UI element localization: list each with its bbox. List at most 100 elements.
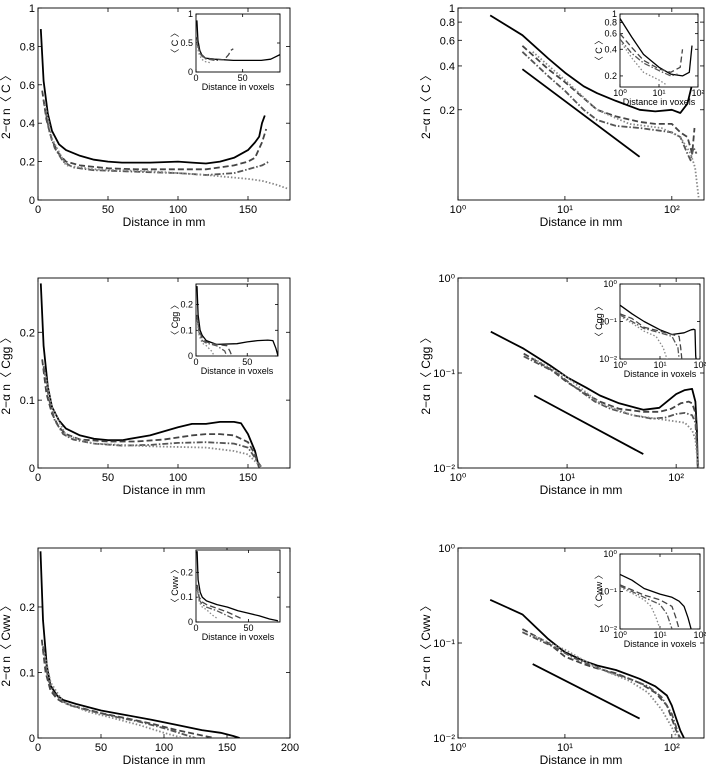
inset-Cww-log-ytick-label: 10⁻¹ xyxy=(599,587,617,597)
panel-Cww-linear-ytick-label: 0.1 xyxy=(20,667,35,679)
panel-C-linear-xtick-label: 100 xyxy=(169,204,187,216)
inset-Cww-log-series-line-dashdot xyxy=(620,585,673,629)
panel-C-log-series-line-dashed xyxy=(521,45,696,155)
inset-Cww-log-xtick-label: 10¹ xyxy=(653,630,666,640)
panel-C-log-ytick-label: 0.8 xyxy=(440,17,455,29)
panel-Cgg-linear-ytick-label: 0.1 xyxy=(20,395,35,407)
inset-Cww-linear-series-line-solid xyxy=(196,551,279,622)
panel-Cww-log-xlabel: Distance in mm xyxy=(540,753,623,765)
panel-Cgg-linear-series-line-dashdot xyxy=(42,366,263,468)
panel-Cww-log: 10⁰ 10¹ 10² 10⁻² 10⁻¹ 10⁰ Distance in mm 2−α n〈… xyxy=(419,543,706,765)
inset-C-log-ytick-label: 0.2 xyxy=(604,71,617,81)
inset-C-log-background xyxy=(620,14,698,87)
panel-C-linear-ytick-label: 0.8 xyxy=(20,41,35,53)
panel-Cww-linear-series-line-dotted xyxy=(43,652,184,738)
panel-Cww-linear-xtick-label: 200 xyxy=(281,742,299,754)
inset-Cww-linear-series-line-dotted xyxy=(196,589,218,619)
inset-Cgg-log-series-line-dashed xyxy=(620,313,683,359)
inset-C-linear: 0 50 0 0.5 1 Distance in voxels 〈 C 〉 xyxy=(170,9,281,92)
panel-C-log-reference-slope-line xyxy=(521,68,641,158)
inset-Cww-log-series-line-dotted xyxy=(620,586,661,629)
panel-C-linear-xtick-label: 50 xyxy=(102,204,114,216)
panel-C-log-xtick-label: 10¹ xyxy=(557,204,573,216)
panel-C-log-ytick-label: 0.2 xyxy=(440,105,455,117)
panel-C-linear-ytick-label: 0.2 xyxy=(20,157,35,169)
inset-Cgg-log-series-line-dotted xyxy=(620,315,668,359)
inset-C-log: 10⁰ 10¹ 10² 0.2 0.4 0.60.81 Distance in voxels… xyxy=(594,9,705,107)
inset-Cww-linear-axes: 0 50 0 0.1 0.2 Distance in voxels 〈 Cww 〉 xyxy=(170,549,281,642)
inset-C-log-series-line-dashed xyxy=(620,33,684,73)
inset-Cgg-linear-ylabel: 〈 Cgg 〉 xyxy=(170,300,180,340)
inset-Cww-linear-xtick-label: 50 xyxy=(243,623,253,633)
panel-Cgg-log-plot-area xyxy=(490,330,700,468)
inset-Cgg-log-ylabel: 〈 Cgg 〉 xyxy=(594,302,604,342)
inset-Cgg-log-plot-area xyxy=(620,304,697,359)
inset-Cww-linear-series-line-dashdot xyxy=(196,587,234,619)
inset-C-log-ytick-label: 0.4 xyxy=(604,44,617,54)
panel-Cww-log-axes: 10⁰ 10¹ 10² 10⁻² 10⁻¹ 10⁰ Distance in mm 2−α n〈… xyxy=(419,543,705,765)
inset-C-log-axes: 10⁰ 10¹ 10² 0.2 0.4 0.60.81 Distance in voxels… xyxy=(594,9,705,107)
inset-C-linear-ytick-label: 0 xyxy=(188,67,193,77)
panel-Cgg-log-xtick-label: 10¹ xyxy=(559,472,575,484)
panel-C-linear-xtick-label: 0 xyxy=(35,204,41,216)
panel-Cgg-log-ytick-label: 10⁻¹ xyxy=(433,368,455,380)
inset-C-linear-ytick-label: 1 xyxy=(188,9,193,19)
panel-C-log-ytick-label: 0.4 xyxy=(440,61,455,73)
inset-Cww-log-ytick-label: 10⁰ xyxy=(603,549,617,559)
panel-Cww-log-xtick-label: 10² xyxy=(664,742,680,754)
inset-C-linear-series-line-solid xyxy=(196,20,280,62)
inset-C-linear-xtick-label: 0 xyxy=(193,73,198,83)
inset-C-linear-ylabel: 〈 C 〉 xyxy=(170,28,180,58)
panel-Cww-log-reference-slope-line xyxy=(532,663,641,720)
panel-C-linear-ytick-label: 1 xyxy=(29,3,35,15)
panel-Cgg-linear-xtick-label: 100 xyxy=(169,472,187,484)
panel-C-linear-ylabel: 2−α n〈 C 〉 xyxy=(0,69,13,139)
inset-Cww-linear-plot-area xyxy=(196,551,279,622)
panel-Cww-linear-xtick-label: 150 xyxy=(218,742,236,754)
panel-C-linear-ytick-label: 0 xyxy=(29,195,35,207)
panel-C-linear-series-line-solid xyxy=(39,29,266,165)
inset-C-log-xtick-label: 10² xyxy=(691,88,704,98)
inset-Cww-linear-series-line-dashed xyxy=(196,584,244,621)
panel-Cww-log-xtick-label: 10¹ xyxy=(557,742,573,754)
inset-C-linear-series-line-dashed xyxy=(196,37,234,61)
inset-Cww-log-ylabel: 〈 Cww 〉 xyxy=(594,570,604,613)
inset-Cww-linear-ytick-label: 0.2 xyxy=(180,567,193,577)
inset-Cgg-log-background xyxy=(620,284,700,359)
panel-Cww-linear: 0 50 100 150 200 0 0.1 0.2 Distance in mm 2−α n〈 … xyxy=(0,547,299,765)
panel-Cww-linear-ytick-label: 0.2 xyxy=(20,602,35,614)
panel-C-log-series-line-solid xyxy=(489,14,696,114)
panel-C-log-series-line-dotted xyxy=(532,51,700,198)
panel-Cgg-log-xtick-label: 10⁰ xyxy=(450,472,467,484)
panel-Cww-log-ylabel: 2−α n〈 Cww 〉 xyxy=(419,599,433,686)
panel-Cgg-linear-series-line-dotted xyxy=(44,372,263,468)
panel-Cgg-linear-series-line-dashed xyxy=(41,359,261,468)
panel-Cgg-linear-series-line-solid xyxy=(39,283,261,468)
panel-Cww-log-ytick-label: 10⁰ xyxy=(438,543,455,555)
panel-Cww-linear-axes: 0 50 100 150 200 0 0.1 0.2 Distance in mm 2−α n〈 … xyxy=(0,547,299,765)
panel-Cww-linear-series-line-solid xyxy=(39,551,240,738)
panel-Cww-linear-xtick-label: 100 xyxy=(155,742,173,754)
panel-Cww-log-xtick-label: 10⁰ xyxy=(450,742,467,754)
inset-Cgg-linear-plot-area xyxy=(196,286,278,356)
panel-Cgg-linear-xtick-label: 0 xyxy=(35,472,41,484)
inset-Cww-log-series-line-dashed xyxy=(620,584,680,629)
inset-Cgg-linear-xlabel: Distance in voxels xyxy=(201,366,274,376)
inset-Cgg-log-series-line-dashdot xyxy=(620,314,680,359)
inset-C-log-plot-area xyxy=(620,18,693,86)
inset-Cww-log-series-line-solid xyxy=(620,573,692,629)
panel-Cgg-log-ytick-label: 10⁻² xyxy=(433,463,455,475)
panel-C-linear-series-line-dashdot xyxy=(42,100,270,176)
inset-Cgg-log-ytick-label: 10⁰ xyxy=(603,279,617,289)
panel-Cww-linear-ylabel: 2−α n〈 Cww 〉 xyxy=(0,599,13,686)
panel-C-log-ytick-label: 0.6 xyxy=(440,35,455,47)
inset-Cww-linear-ylabel: 〈 Cww 〉 xyxy=(170,565,180,608)
panel-Cww-linear-ytick-label: 0 xyxy=(29,733,35,745)
inset-Cww-log-xlabel: Distance in voxels xyxy=(624,639,697,649)
inset-Cww-linear-xtick-label: 0 xyxy=(193,623,198,633)
